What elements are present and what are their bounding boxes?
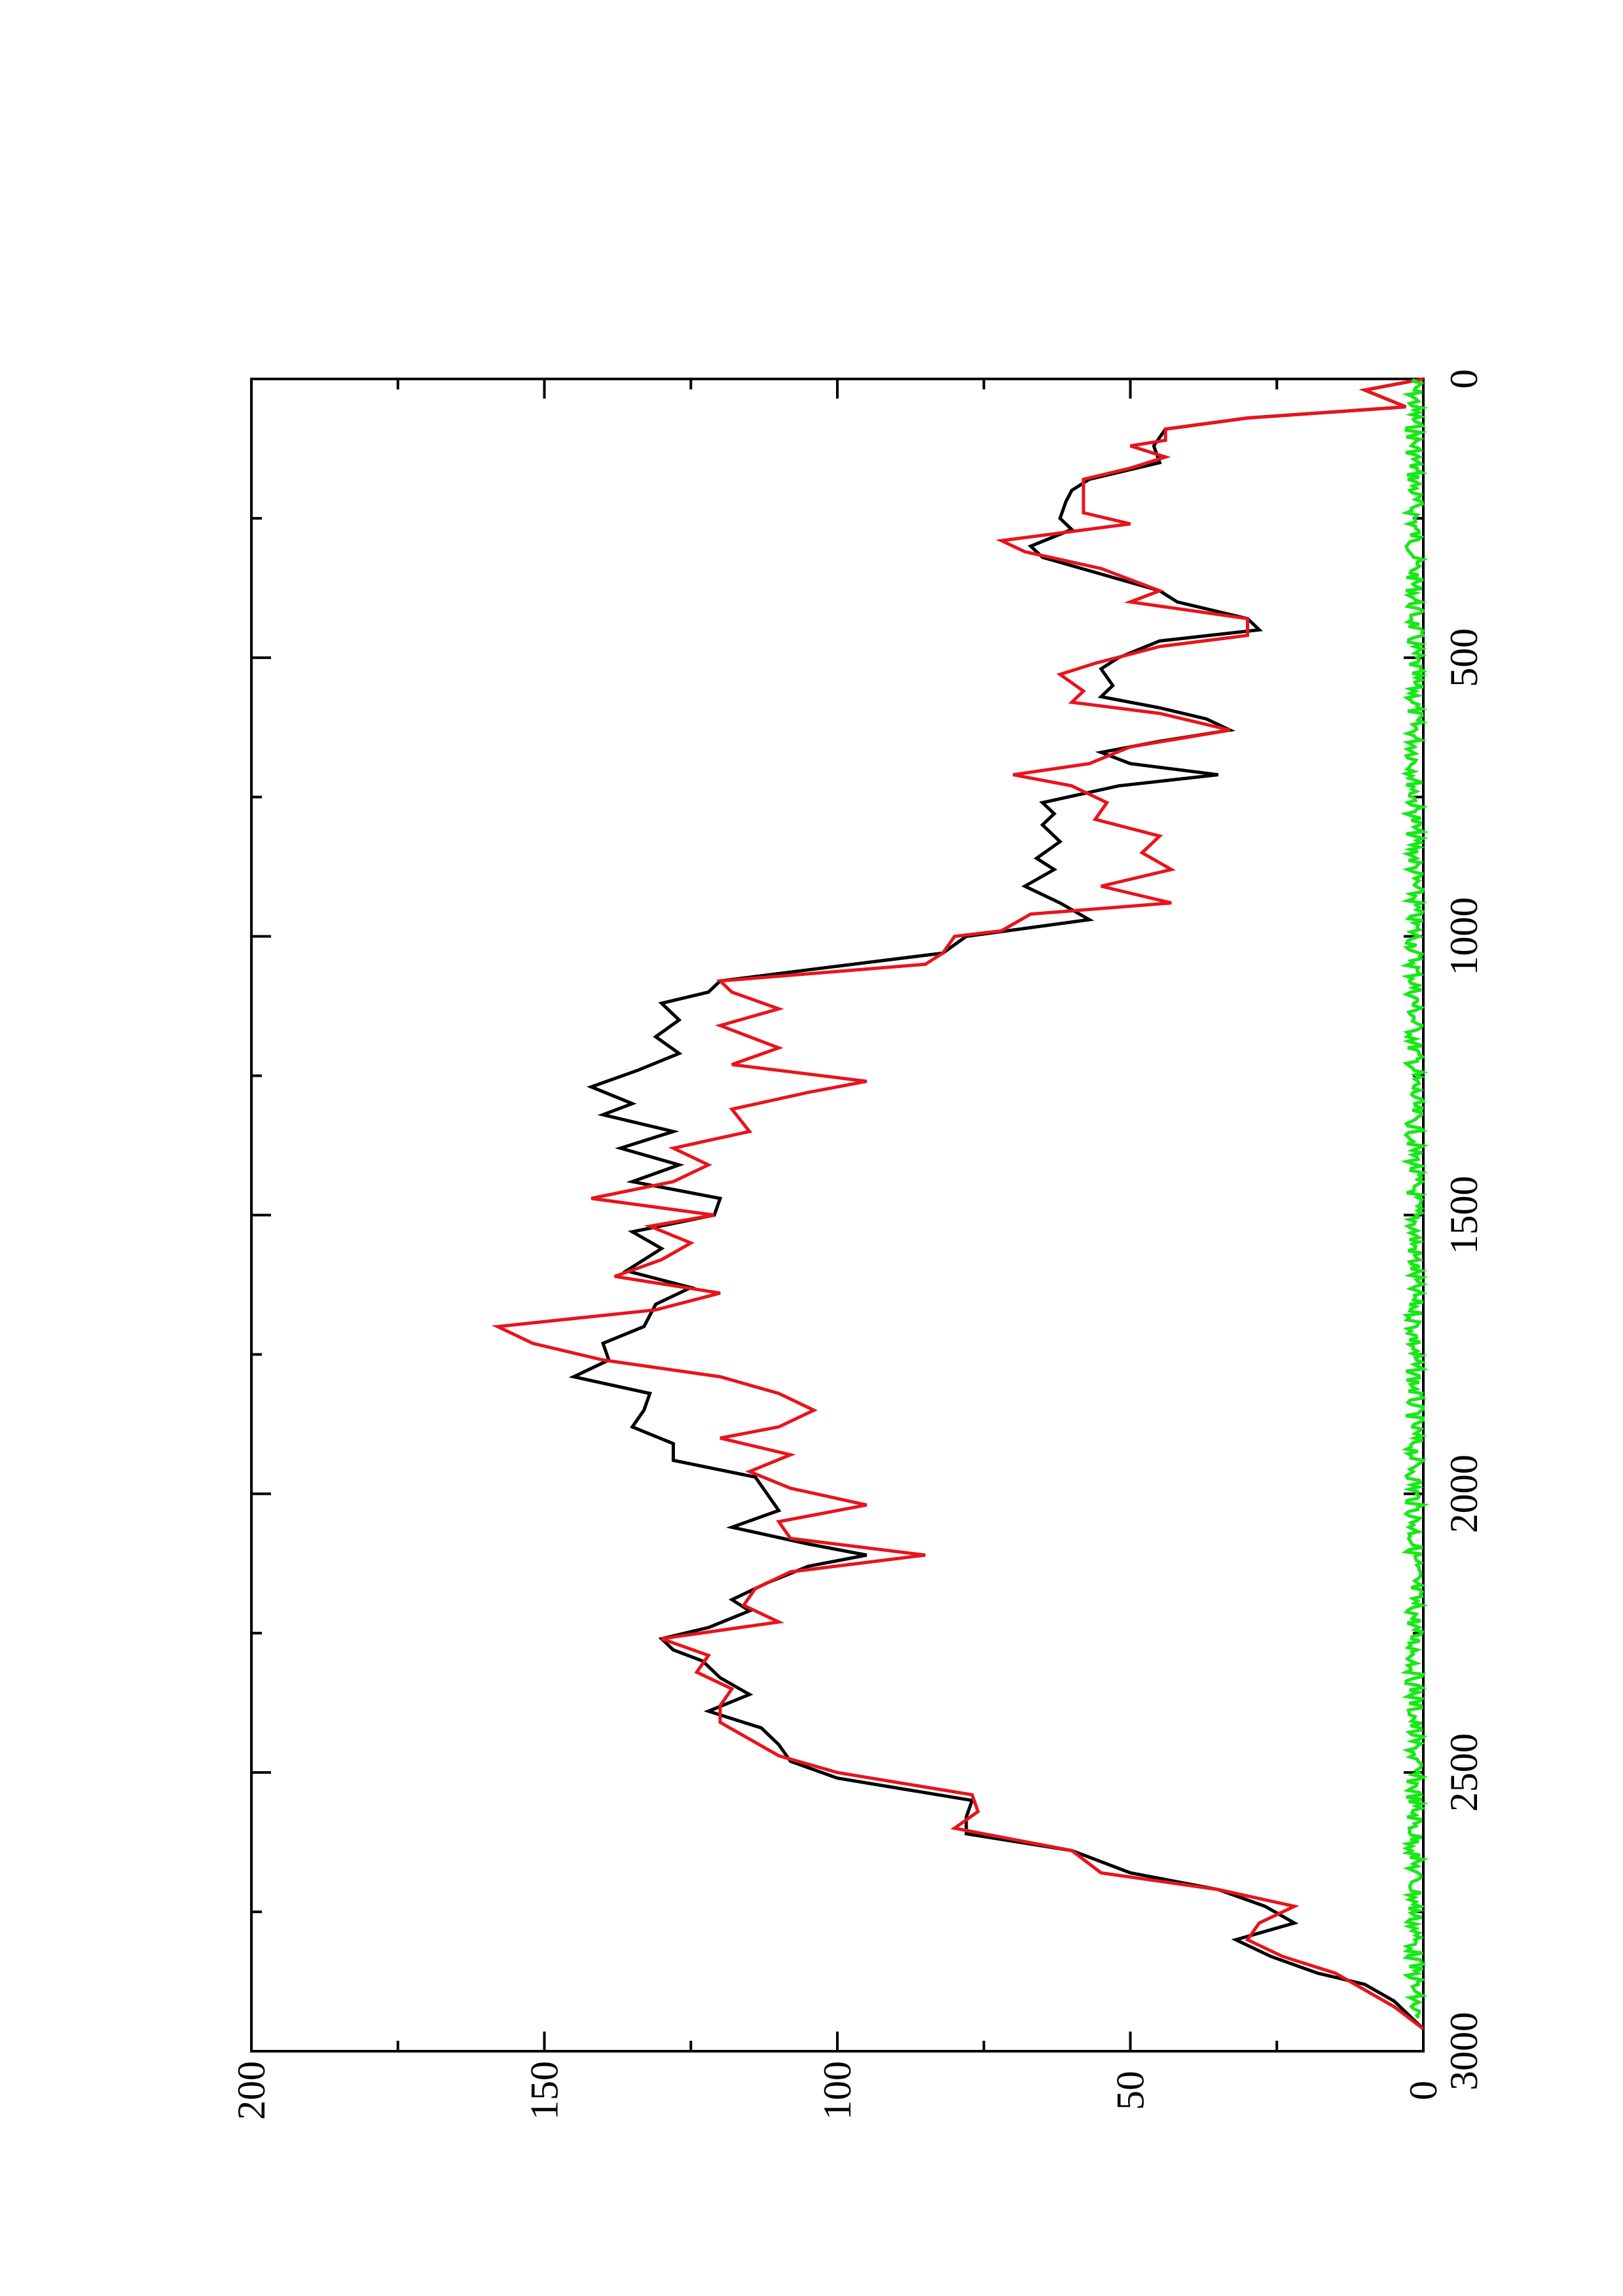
y-tick-label: 200 (230, 2061, 273, 2120)
y-tick-label: 150 (523, 2061, 566, 2120)
x-tick-label: 1000 (1442, 897, 1486, 976)
x-tick-label: 1500 (1442, 1176, 1486, 1255)
y-tick-label: 50 (1109, 2071, 1152, 2110)
y-tick-label: 0 (1402, 2081, 1445, 2100)
x-tick-label: 500 (1442, 628, 1486, 687)
series-line-2 (1400, 378, 1430, 2019)
series-group (491, 377, 1430, 2030)
series-line-1 (491, 377, 1425, 2030)
y-tick-label: 100 (816, 2061, 859, 2120)
x-tick-label: 3000 (1442, 2012, 1486, 2090)
x-tick-label: 0 (1442, 369, 1486, 389)
x-tick-label: 2500 (1442, 1733, 1486, 1812)
x-tick-label: 2000 (1442, 1454, 1486, 1533)
series-line-0 (568, 377, 1425, 2030)
